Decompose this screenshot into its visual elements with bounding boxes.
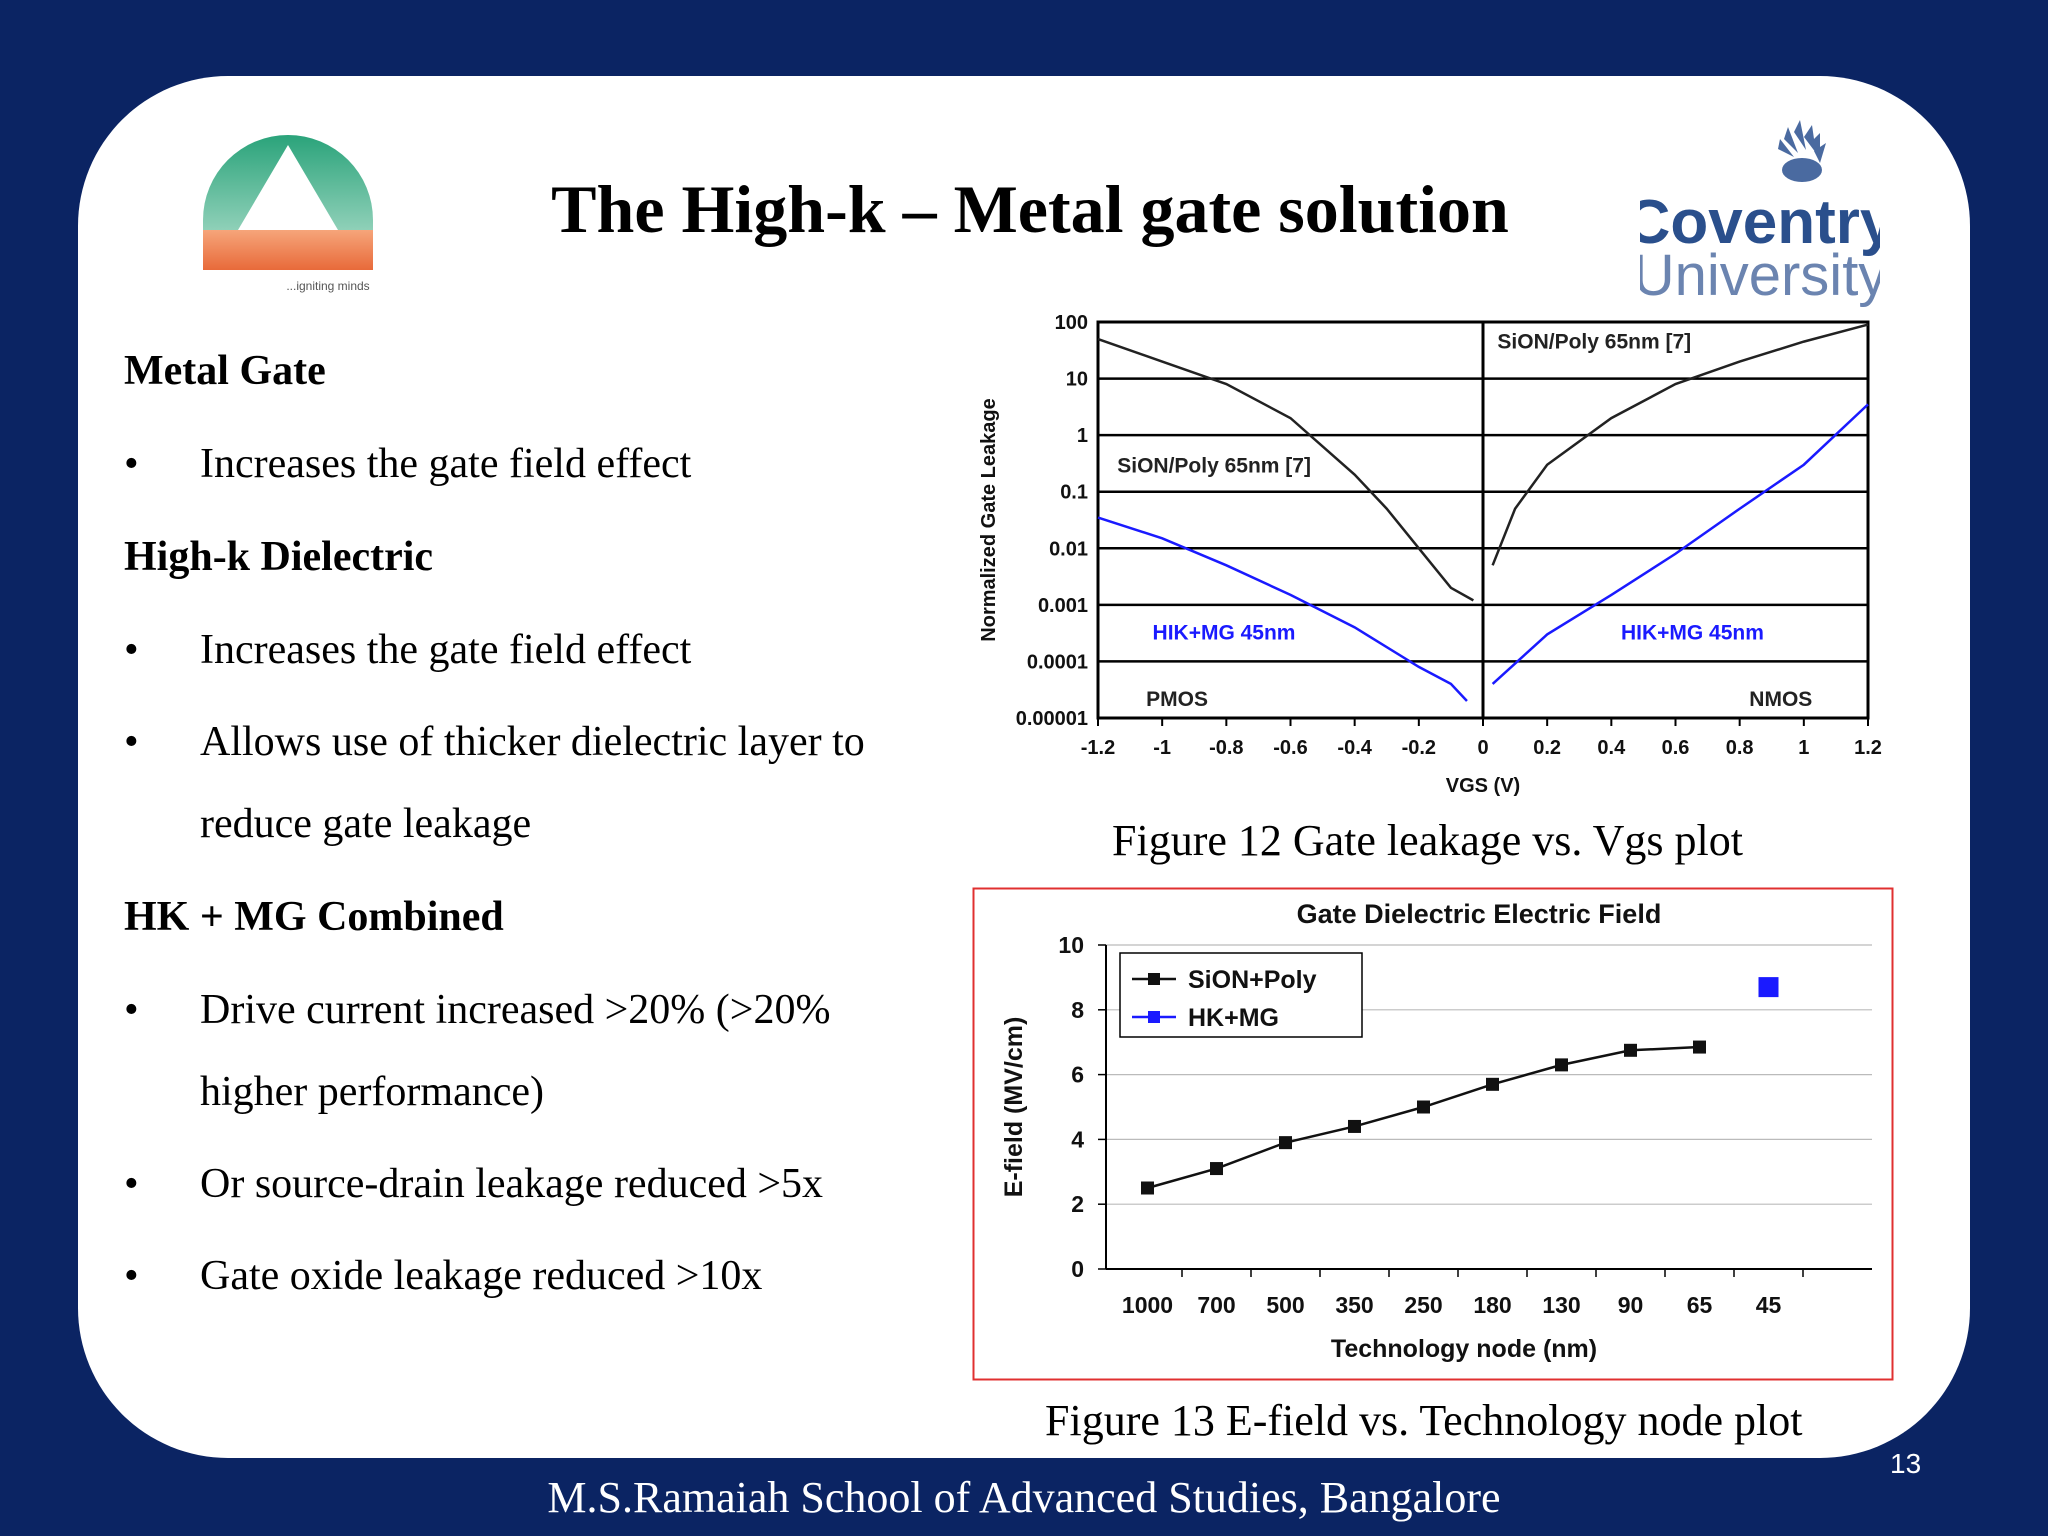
legend-marker [1148,973,1160,985]
y-tick-label: 10 [1058,932,1084,958]
x-tick-label: 350 [1335,1292,1373,1318]
y-tick-label: 0.001 [1038,595,1088,617]
y-axis-label: Normalized Gate Leakage [978,398,1000,641]
x-tick-label: 700 [1197,1292,1235,1318]
x-tick-label: -0.4 [1337,737,1372,759]
data-point [1693,1040,1706,1054]
efield-chart: Gate Dielectric Electric Field 0 2 4 6 8 10 100… [972,887,1894,1381]
coventry-university-logo: Coventry University [1640,120,1880,308]
data-point [1210,1162,1223,1176]
x-tick-label: 0.8 [1726,737,1754,759]
chart-annotation: HIK+MG 45nm [1621,621,1764,644]
x-tick-label: -1.2 [1081,737,1115,759]
legend-label: SiON+Poly [1188,966,1317,994]
data-point [1486,1077,1499,1091]
svg-text:...igniting minds: ...igniting minds [286,279,369,293]
y-tick-label: 2 [1071,1191,1084,1217]
x-tick-label: 0.6 [1662,737,1690,759]
chart-annotation: PMOS [1146,688,1208,711]
y-tick-label: 0.0001 [1027,651,1088,673]
page-number: 13 [1890,1448,1922,1479]
heading-hk-mg: HK + MG Combined [124,894,504,940]
x-tick-label: 65 [1687,1292,1713,1318]
chart-annotation: SiON/Poly 65nm [7] [1117,455,1311,478]
x-tick-label: 1 [1798,737,1809,759]
x-tick-label: 90 [1618,1292,1644,1318]
data-point [1417,1100,1430,1114]
x-tick-label: 0.2 [1533,737,1561,759]
igniting-minds-logo: ...igniting minds [203,135,373,293]
figure-12-caption: Figure 12 Gate leakage vs. Vgs plot [1112,816,1743,865]
x-tick-label: 500 [1266,1292,1304,1318]
logo-coventry-text: Coventry [1640,188,1880,257]
series-line [1097,337,1474,602]
y-tick-label: 0.00001 [1016,708,1088,730]
x-tick-label: 0 [1477,737,1488,759]
chart-annotation: NMOS [1749,688,1812,711]
y-tick-label: 4 [1071,1126,1084,1152]
data-point [1624,1043,1637,1057]
heading-metal-gate: Metal Gate [124,348,326,394]
x-tick-label: 130 [1542,1292,1580,1318]
data-point [1555,1058,1568,1072]
series-line [1491,403,1869,685]
legend-label: HK+MG [1188,1004,1279,1032]
series-line [1491,323,1869,566]
y-tick-label: 0.01 [1049,538,1088,560]
chart-annotation: HIK+MG 45nm [1153,621,1296,644]
slide-title: The High-k – Metal gate solution [551,171,1509,247]
data-point [1141,1181,1154,1195]
series-line [1097,516,1468,702]
x-tick-label: -0.2 [1402,737,1436,759]
legend-box [1119,952,1363,1038]
x-tick-label: 45 [1756,1292,1782,1318]
data-point [1348,1119,1361,1133]
y-tick-label: 10 [1066,369,1088,391]
logo-university-text: University [1640,243,1880,308]
y-tick-label: 100 [1055,312,1088,334]
footer-text: M.S.Ramaiah School of Advanced Studies, … [547,1473,1501,1522]
y-tick-label: 0 [1071,1256,1084,1282]
x-tick-label: 0.4 [1597,737,1626,759]
x-tick-label: -0.6 [1273,737,1307,759]
figure-13-caption: Figure 13 E-field vs. Technology node pl… [1045,1396,1803,1445]
x-tick-label: 180 [1473,1292,1511,1318]
data-point [1279,1136,1292,1150]
x-tick-label: 1.2 [1854,737,1882,759]
x-axis-label: Technology node (nm) [1331,1335,1597,1363]
x-tick-label: 250 [1404,1292,1442,1318]
y-tick-label: 8 [1071,997,1084,1023]
chart-annotation: SiON/Poly 65nm [7] [1497,331,1691,354]
y-tick-label: 6 [1071,1062,1084,1088]
y-tick-label: 1 [1077,425,1088,447]
x-tick-label: 1000 [1122,1292,1173,1318]
heading-high-k: High-k Dielectric [124,534,434,580]
y-axis-label: E-field (MV/cm) [1000,1017,1028,1198]
x-axis-label: VGS (V) [1446,775,1520,797]
x-tick-label: -1 [1153,737,1171,759]
legend-marker [1148,1011,1160,1023]
chart-title: Gate Dielectric Electric Field [1297,899,1662,929]
y-tick-label: 0.1 [1060,482,1088,504]
data-point [1758,977,1779,998]
x-tick-label: -0.8 [1209,737,1243,759]
